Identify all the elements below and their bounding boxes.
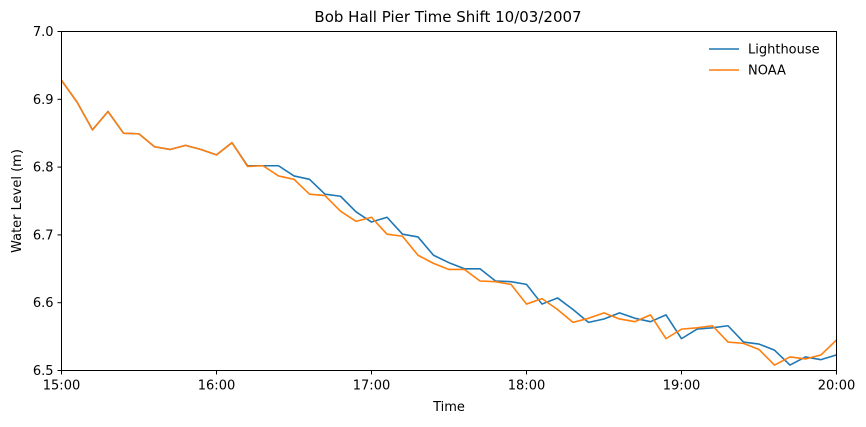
y-tick-label: 6.7 [33, 228, 54, 243]
y-tick-label: 6.9 [33, 93, 54, 108]
series-layer [61, 79, 837, 366]
chart-title: Bob Hall Pier Time Shift 10/03/2007 [314, 8, 581, 26]
legend-label-lighthouse: Lighthouse [748, 43, 820, 58]
series-line-lighthouse [61, 79, 837, 366]
x-tick-label: 19:00 [663, 379, 700, 394]
y-axis: 6.5 6.6 6.7 6.8 6.9 7.0 [33, 25, 62, 379]
x-axis: 15:00 16:00 17:00 18:00 19:00 20:00 [43, 370, 855, 394]
y-axis-label: Water Level (m) [10, 149, 25, 253]
legend: Lighthouse NOAA [709, 43, 820, 79]
y-tick-label: 6.8 [33, 161, 54, 176]
x-tick-label: 16:00 [198, 379, 235, 394]
y-tick-label: 6.5 [33, 364, 54, 379]
x-tick-label: 20:00 [818, 379, 855, 394]
plot-frame [61, 31, 837, 371]
x-tick-label: 17:00 [353, 379, 390, 394]
y-tick-label: 6.6 [33, 296, 54, 311]
legend-label-noaa: NOAA [748, 64, 786, 79]
y-tick-label: 7.0 [33, 25, 54, 40]
x-axis-label: Time [432, 400, 465, 415]
series-line-noaa [61, 79, 837, 366]
x-tick-label: 18:00 [508, 379, 545, 394]
x-tick-label: 15:00 [43, 379, 80, 394]
